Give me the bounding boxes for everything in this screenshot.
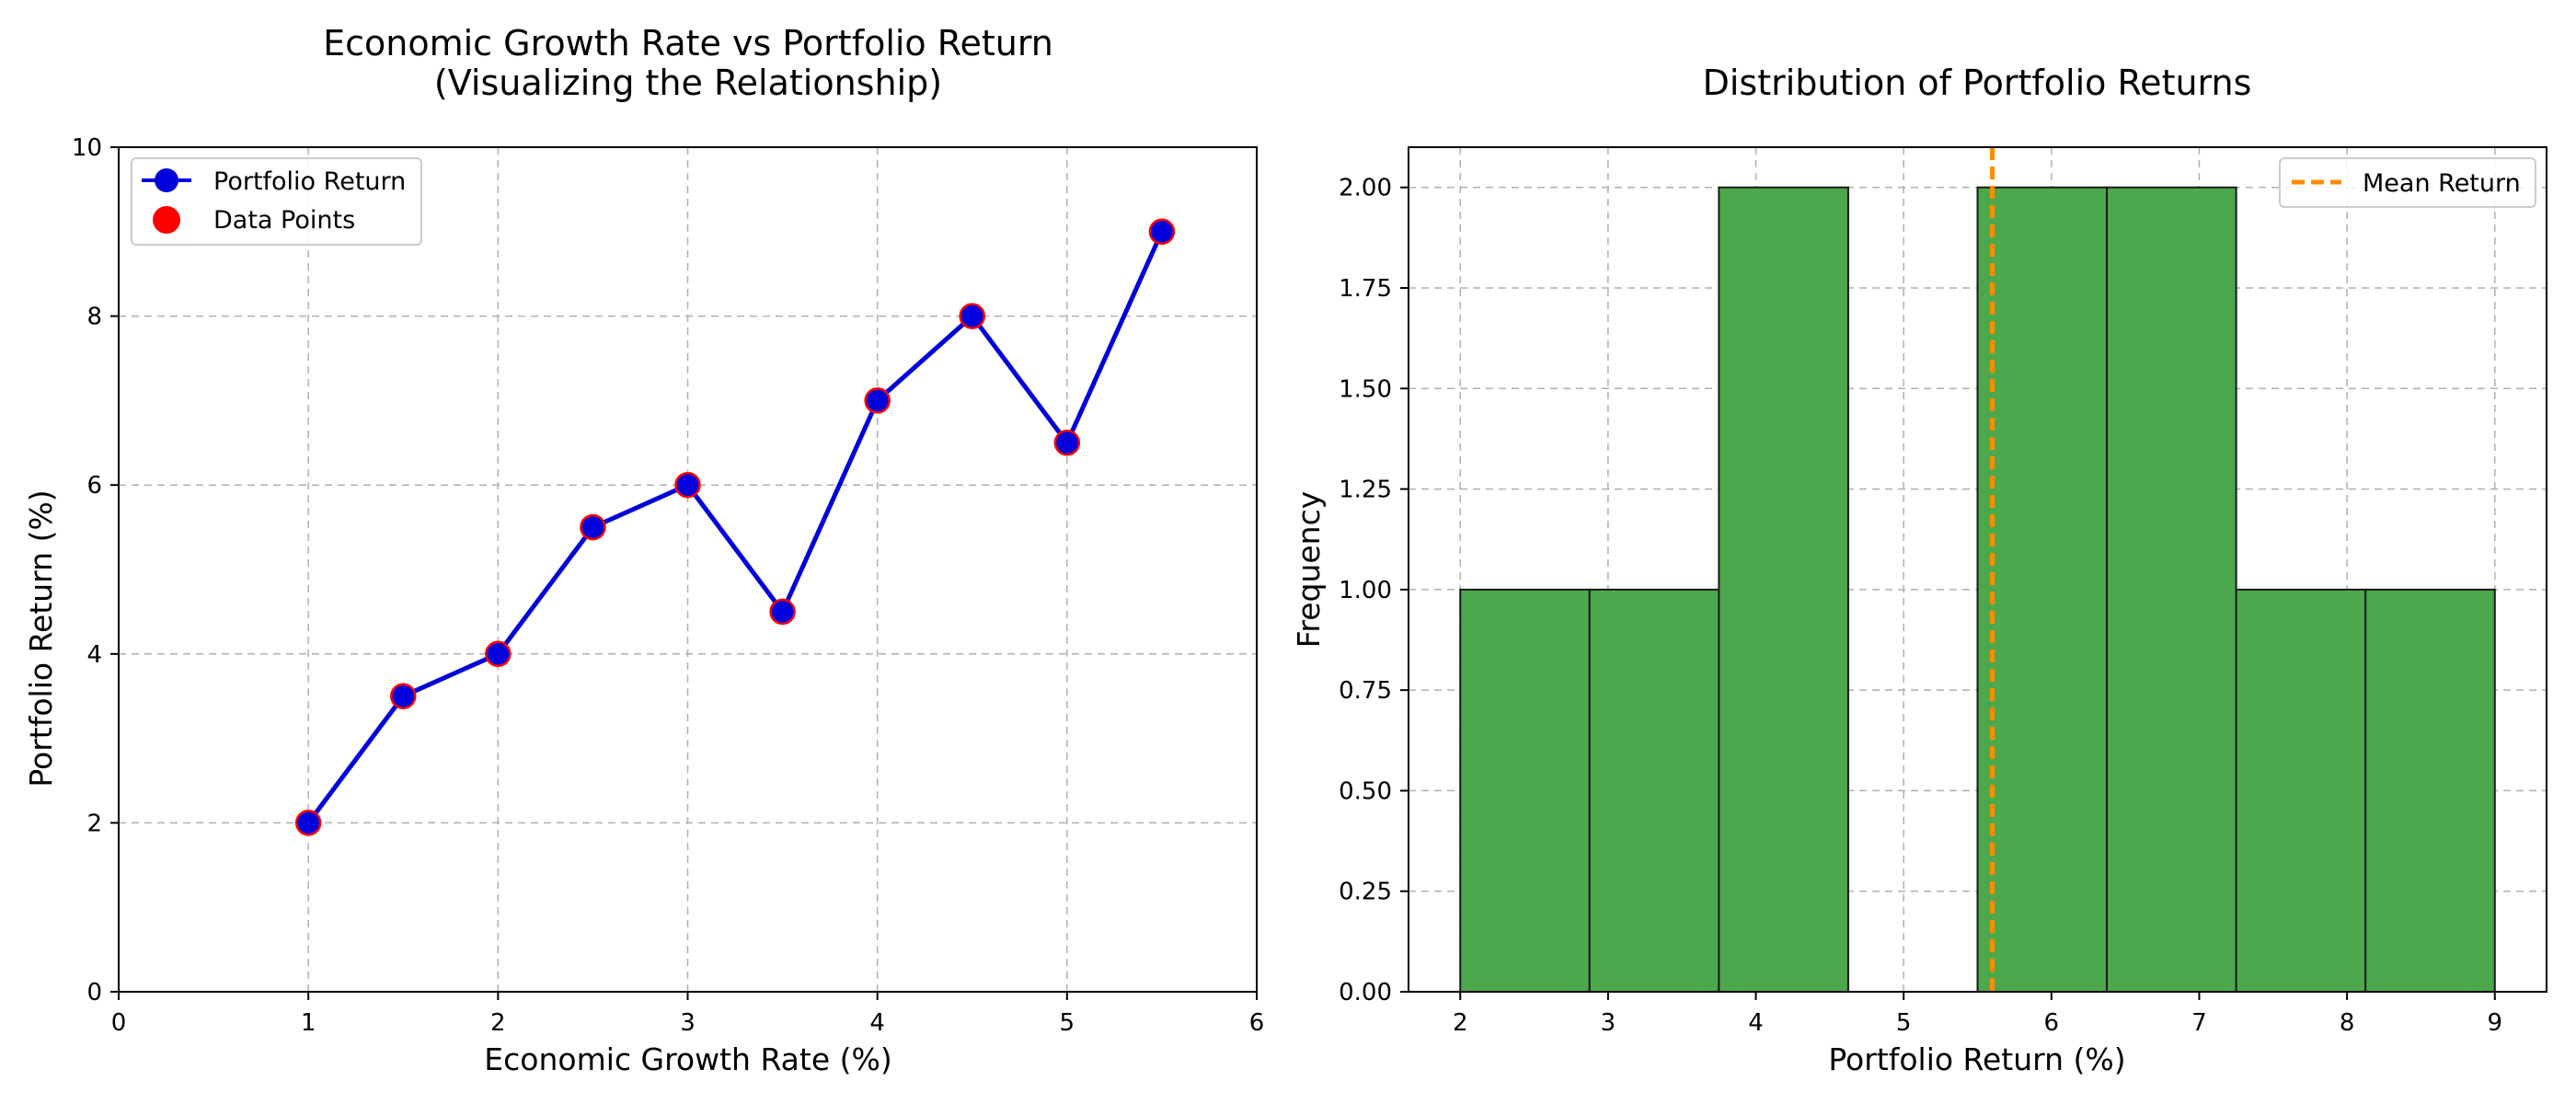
- chart2-histogram-bar: [1976, 186, 2109, 993]
- chart1-scatter-point: [864, 387, 891, 414]
- chart1-ticks: 0 1 2 3 4 5 6 0 2 4 6 8 10: [72, 134, 1264, 1037]
- chart1-line-marker: [675, 473, 700, 498]
- chart2-histogram-bar: [1459, 588, 1591, 993]
- chart2-histogram-bar: [2364, 588, 2496, 993]
- chart2-x-axis-label: Portfolio Return (%): [1828, 1041, 2125, 1077]
- chart1-line-marker: [581, 515, 605, 540]
- chart1-line-marker: [960, 304, 984, 328]
- chart2-legend-label: Mean Return: [2363, 169, 2521, 198]
- chart1-line-marker: [865, 388, 890, 413]
- chart1-scatter-point: [959, 303, 985, 329]
- chart2-y-tick-label: 1.75: [1339, 275, 1392, 303]
- chart1-scatter-point: [485, 640, 512, 668]
- chart1-y-tick-label: 2: [86, 810, 102, 837]
- chart1-legend-box: [131, 157, 422, 246]
- chart2-histogram-bar: [1718, 186, 1849, 993]
- chart2-x-tick-label: 6: [2044, 1009, 2060, 1037]
- chart2-x-tick-label: 7: [2191, 1009, 2207, 1037]
- chart1-x-tick-label: 2: [490, 1009, 506, 1037]
- chart1-line-marker: [391, 684, 416, 708]
- chart2-y-tick-label: 2.00: [1339, 175, 1392, 202]
- chart2-legend: Mean Return: [2279, 157, 2536, 208]
- chart1-grid: [118, 146, 1258, 993]
- chart1-x-tick-label: 3: [680, 1009, 696, 1037]
- chart2-x-tick-label: 4: [1748, 1009, 1764, 1037]
- chart2-y-tick-label: 1.50: [1339, 375, 1392, 403]
- chart2-ticks: 2 3 4 5 6 7 8 9 0.00 0.25 0.50 0.75 1.00 1.25 1.50 1.75…: [1339, 175, 2502, 1037]
- chart1-x-tick-label: 0: [111, 1009, 127, 1037]
- chart1-x-tick-label: 1: [301, 1009, 316, 1037]
- chart1-x-tick-label: 5: [1060, 1009, 1075, 1037]
- chart1-legend: Portfolio Return Data Points: [131, 157, 422, 246]
- chart1-scatter-point: [390, 683, 417, 709]
- chart2-x-tick-label: 8: [2340, 1009, 2355, 1037]
- chart1-scatter-point: [769, 598, 796, 626]
- chart2-y-tick-label: 0.75: [1339, 677, 1392, 705]
- chart2-histogram-bar: [1588, 588, 1720, 993]
- chart2-histogram-bar: [2106, 186, 2237, 993]
- chart1-title: Economic Growth Rate vs Portfolio Return: [323, 23, 1053, 63]
- chart1-line-marker: [1149, 219, 1174, 244]
- chart2-x-tick-label: 3: [1601, 1009, 1616, 1037]
- chart2-title: Distribution of Portfolio Returns: [1703, 63, 2252, 103]
- chart2-bars: [1459, 186, 2496, 993]
- chart1-legend-line-marker: [155, 168, 178, 192]
- chart1-line-marker: [296, 811, 321, 835]
- chart1-x-axis-label: Economic Growth Rate (%): [484, 1041, 891, 1077]
- chart1-y-tick-label: 4: [86, 641, 102, 669]
- chart1-x-tick-label: 4: [869, 1009, 885, 1037]
- chart2-y-tick-label: 0.00: [1339, 979, 1392, 1006]
- chart2-legend-box: [2279, 157, 2536, 208]
- chart1-x-tick-label: 6: [1249, 1009, 1265, 1037]
- chart2-plot-frame: [1408, 146, 2547, 993]
- chart1-scatter-point: [1148, 218, 1176, 246]
- chart1-scatter-point: [1053, 430, 1081, 456]
- chart1-line-marker: [1054, 431, 1079, 455]
- chart2-y-tick-label: 1.00: [1339, 577, 1392, 604]
- chart1-legend-label-2: Data Points: [213, 206, 355, 235]
- chart1-scatter-point: [674, 471, 701, 499]
- chart1-series-line: [306, 230, 1165, 824]
- chart2-x-tick-label: 2: [1453, 1009, 1468, 1037]
- chart1-line-marker: [486, 641, 511, 666]
- scatter-line-chart: Economic Growth Rate vs Portfolio Return…: [23, 23, 1264, 1077]
- chart1-scatter-point: [580, 513, 606, 541]
- chart2-x-tick-label: 5: [1896, 1009, 1912, 1037]
- chart2-y-axis-label: Frequency: [1291, 491, 1327, 648]
- chart1-legend-scatter-swatch: [153, 206, 180, 234]
- chart1-subtitle: (Visualizing the Relationship): [434, 63, 942, 103]
- chart2-y-tick-label: 1.25: [1339, 477, 1392, 504]
- chart1-plot-frame: [118, 146, 1258, 993]
- chart1-line-marker: [770, 599, 795, 624]
- histogram-chart: Distribution of Portfolio Returns Portfo…: [1291, 63, 2547, 1077]
- chart2-histogram-bar: [2235, 588, 2367, 993]
- chart1-y-tick-label: 8: [86, 304, 102, 331]
- chart2-y-tick-label: 0.50: [1339, 777, 1392, 805]
- chart1-scatter-point: [294, 810, 322, 836]
- chart1-y-tick-label: 0: [86, 979, 102, 1006]
- chart1-y-axis-label: Portfolio Return (%): [23, 489, 59, 787]
- chart2-x-tick-label: 9: [2487, 1009, 2502, 1037]
- chart1-y-tick-label: 10: [72, 134, 102, 162]
- chart1-series: [294, 218, 1176, 836]
- chart2-y-tick-label: 0.25: [1339, 879, 1392, 906]
- chart1-y-tick-label: 6: [86, 472, 102, 500]
- chart1-legend-label-1: Portfolio Return: [213, 167, 406, 196]
